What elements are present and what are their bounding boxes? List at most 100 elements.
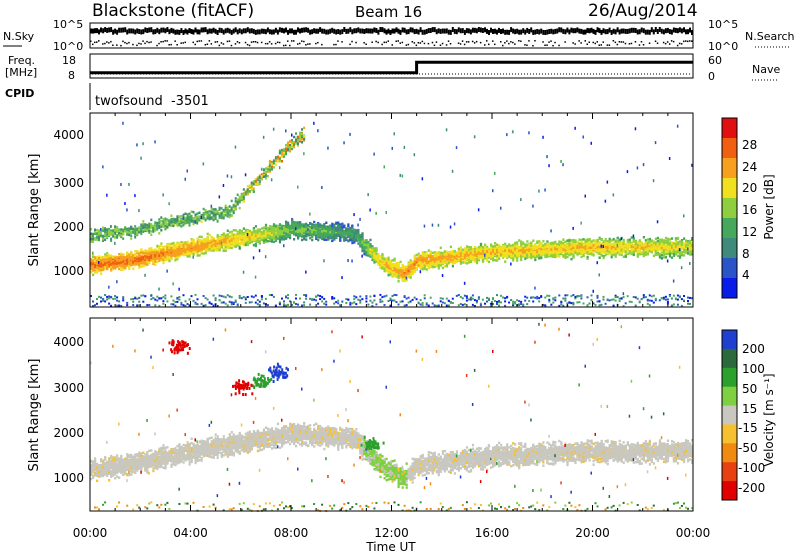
power-cell: [220, 215, 223, 218]
power-cell: [266, 239, 270, 243]
nsky-sample: [92, 28, 94, 34]
power-cell: [96, 302, 98, 305]
power-cell: [232, 211, 235, 215]
power-cell: [287, 297, 289, 300]
power-cell: [230, 210, 233, 213]
nsky-sample: [614, 29, 617, 35]
power-cell: [238, 232, 241, 235]
power-cell: [325, 235, 328, 238]
nsky-sample: [307, 27, 310, 33]
power-cell: [303, 229, 306, 233]
power-cell: [321, 231, 324, 235]
power-cell: [206, 232, 209, 236]
power-cell: [238, 246, 241, 249]
power-cell: [339, 227, 342, 231]
power-cell: [154, 257, 157, 260]
power-cell: [299, 226, 302, 229]
power-cell: [218, 195, 221, 199]
power-cell: [172, 241, 175, 245]
power-cell: [303, 235, 306, 238]
nsearch-sample: [234, 43, 237, 45]
power-cell: [246, 233, 249, 236]
power-cell: [124, 256, 127, 259]
nsky-sample: [691, 30, 693, 35]
power-cell: [170, 220, 173, 223]
power-cell: [281, 236, 284, 240]
nsky-sample: [158, 29, 161, 35]
power-cell: [214, 208, 217, 211]
power-cell: [258, 232, 261, 235]
power-cell: [359, 243, 362, 247]
power-cell: [112, 266, 115, 269]
power-cell: [190, 217, 193, 220]
power-cell: [160, 249, 163, 252]
nsearch-sample: [301, 40, 303, 42]
power-cell: [278, 229, 282, 233]
power-cell: [106, 193, 108, 197]
power-cell: [130, 230, 133, 233]
power-cell: [148, 256, 151, 259]
power-cell: [212, 304, 215, 307]
power-cell: [359, 295, 362, 298]
power-cell: [130, 225, 133, 229]
power-cell: [222, 240, 225, 243]
power-cell: [158, 304, 161, 307]
nsky-sample: [687, 29, 689, 35]
power-cell: [126, 233, 129, 236]
power-cell: [268, 167, 271, 170]
power-cell: [315, 236, 318, 239]
nsky-sample: [345, 28, 348, 34]
power-cell: [244, 233, 247, 236]
power-cell: [238, 206, 241, 210]
nsky-sample: [180, 28, 183, 34]
power-cell: [254, 275, 257, 279]
power-cell: [156, 250, 159, 254]
nsky-sample: [381, 27, 384, 33]
power-cell: [317, 232, 320, 236]
power-cell: [138, 257, 141, 260]
power-cell: [164, 225, 167, 228]
nsky-sample: [469, 29, 472, 35]
nsearch-sample: [666, 41, 669, 43]
power-cell: [132, 230, 135, 234]
power-cell: [96, 236, 98, 239]
power-cell: [188, 212, 191, 216]
power-cell: [285, 143, 287, 147]
power-cell: [363, 252, 366, 256]
power-cell: [112, 256, 115, 259]
power-cell: [140, 230, 143, 233]
power-cell: [264, 230, 268, 233]
power-cell: [236, 244, 239, 247]
power-cell: [379, 260, 382, 264]
station-title: Blackstone (fitACF): [92, 1, 254, 21]
power-cell: [272, 227, 276, 231]
power-cell: [297, 224, 300, 228]
power-cell: [108, 254, 111, 257]
power-cell: [124, 230, 127, 233]
power-cell: [371, 253, 374, 256]
power-cell: [212, 239, 215, 242]
power-cell: [230, 241, 233, 245]
power-cell: [170, 217, 173, 221]
power-cell: [268, 239, 272, 243]
nsearch-sample: [683, 40, 685, 43]
power-cell: [355, 229, 358, 232]
nsearch-sample: [266, 42, 269, 45]
nsky-sample: [486, 28, 488, 34]
power-cell: [94, 230, 96, 234]
nsearch-sample: [662, 41, 665, 44]
nsearch-sample: [150, 41, 152, 43]
power-cell: [365, 252, 368, 255]
nsearch-sample: [309, 43, 311, 45]
power-cell: [315, 225, 318, 229]
power-cell: [258, 179, 261, 183]
power-cell: [285, 148, 287, 151]
nsky-sample: [236, 29, 239, 35]
power-cell: [200, 214, 203, 217]
power-cell: [260, 236, 264, 239]
power-cell: [190, 220, 193, 223]
power-cell: [278, 157, 281, 160]
nsky-sample: [522, 28, 525, 34]
power-cell: [158, 287, 160, 291]
power-cell: [192, 217, 195, 221]
